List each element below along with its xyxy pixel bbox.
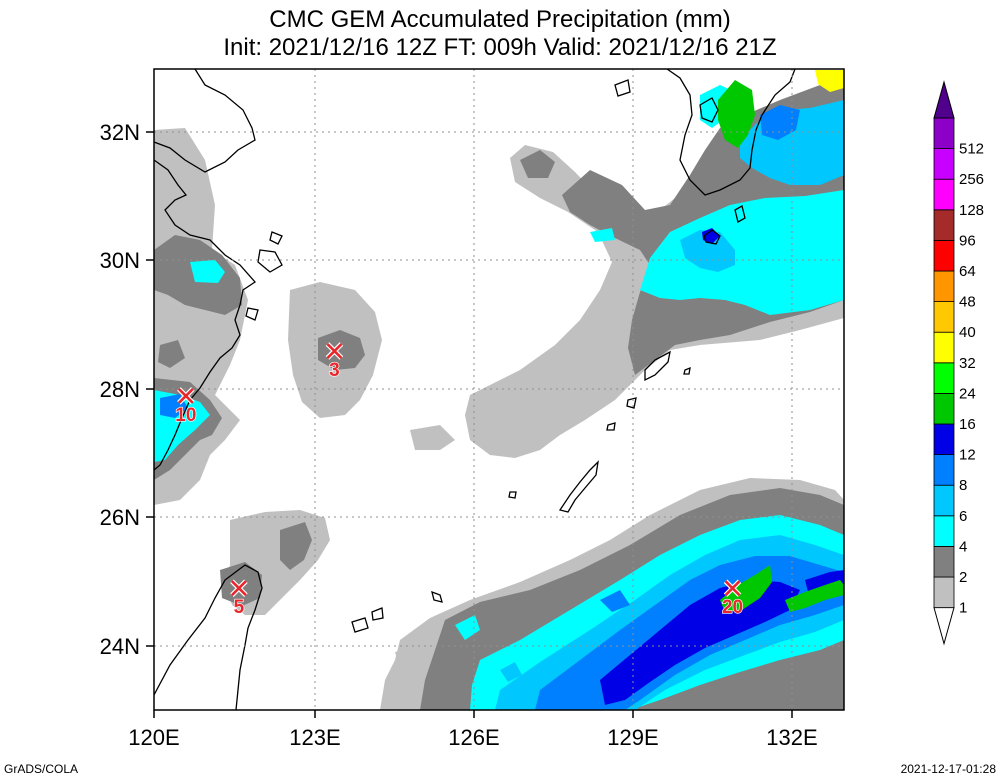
footer-timestamp: 2021-12-17-01:28 [900, 762, 996, 776]
colorbar-high-arrow [933, 80, 955, 119]
colorbar-swatch [933, 454, 955, 486]
colorbar-swatch [933, 484, 955, 517]
map-subtitle: Init: 2021/12/16 12Z FT: 009h Valid: 202… [223, 34, 777, 61]
footer-software: GrADS/COLA [4, 762, 79, 776]
colorbar-level-label: 6 [959, 508, 967, 525]
colorbar-level-label: 2 [959, 569, 967, 586]
colorbar-level-label: 40 [959, 324, 976, 341]
x-tick-label: 123E [289, 725, 340, 750]
colorbar-level-label: 512 [959, 141, 984, 158]
colorbar-swatch [933, 178, 955, 211]
colorbar-swatch [933, 148, 955, 180]
x-tick-label: 120E [128, 725, 179, 750]
marker-value: 5 [234, 597, 245, 618]
max-precip-markers: 10 3 5 20 [175, 342, 744, 619]
marker-value: 10 [175, 405, 196, 426]
marker-x-icon [231, 580, 247, 597]
y-tick-label: 28N [100, 377, 140, 402]
colorbar-level-label: 256 [959, 171, 984, 188]
marker-x-icon [724, 580, 741, 597]
colorbar-level-label: 24 [959, 385, 976, 402]
map-title: CMC GEM Accumulated Precipitation (mm) [269, 6, 731, 33]
colorbar-swatch [933, 576, 955, 609]
max-marker: 5 [230, 579, 248, 619]
map-plot-area: 120E 123E 126E 129E 132E 32N 30N 28N 26N… [100, 68, 845, 750]
colorbar-swatch [933, 515, 955, 547]
max-marker: 20 [721, 579, 744, 619]
colorbar-swatch [933, 301, 955, 333]
colorbar-level-label: 64 [959, 263, 976, 280]
y-tick-label: 26N [100, 505, 140, 530]
colorbar-level-label: 128 [959, 202, 984, 219]
y-tick-label: 24N [100, 634, 140, 659]
colorbar-low-arrow [933, 607, 955, 646]
max-marker: 3 [325, 342, 344, 382]
colorbar-level-label: 1 [959, 600, 967, 617]
colorbar-swatch [933, 209, 955, 241]
marker-value: 20 [722, 597, 743, 618]
axis-ticks [146, 131, 793, 718]
colorbar-swatch [933, 362, 955, 394]
colorbar-swatch [933, 546, 955, 578]
colorbar-level-label: 96 [959, 232, 976, 249]
colorbar-level-label: 8 [959, 477, 967, 494]
x-axis-labels: 120E 123E 126E 129E 132E [128, 725, 817, 750]
colorbar-swatch [933, 331, 955, 364]
marker-x-icon [177, 387, 194, 404]
gridlines [154, 69, 844, 710]
colorbar-level-label: 16 [959, 416, 976, 433]
y-tick-label: 32N [100, 120, 140, 145]
colorbar-level-label: 48 [959, 294, 976, 311]
colorbar-level-label: 4 [959, 538, 967, 555]
colorbar-swatch [933, 270, 955, 303]
colorbar-swatch [933, 392, 955, 425]
colorbar-swatch [933, 117, 955, 150]
y-tick-label: 30N [100, 248, 140, 273]
colorbar-level-label: 12 [959, 447, 976, 464]
coastlines [154, 69, 796, 710]
precip-24mm-areas [815, 70, 844, 92]
precip-fields [154, 70, 844, 710]
marker-x-icon [326, 343, 343, 359]
colorbar-level-label: 32 [959, 355, 976, 372]
x-tick-label: 126E [448, 725, 499, 750]
y-axis-labels: 32N 30N 28N 26N 24N [100, 120, 140, 659]
x-tick-label: 129E [607, 725, 658, 750]
marker-value: 3 [329, 360, 340, 381]
max-marker: 10 [175, 387, 197, 427]
precip-16mm-areas [718, 80, 844, 612]
x-tick-label: 132E [766, 725, 817, 750]
colorbar-swatch [933, 423, 955, 456]
colorbar-swatch [933, 239, 955, 272]
